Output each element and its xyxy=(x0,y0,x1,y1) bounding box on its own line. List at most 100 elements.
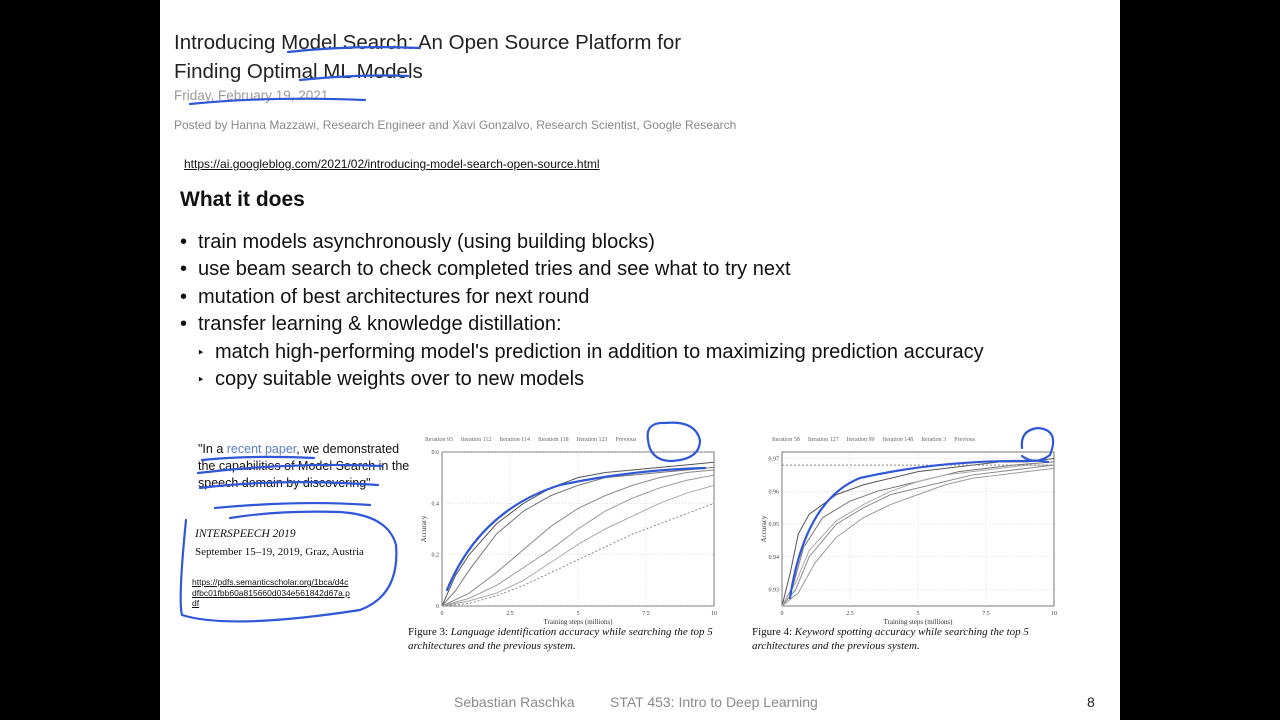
y-axis-label: Accuracy xyxy=(420,515,428,542)
conference-name: INTERSPEECH 2019 xyxy=(195,528,296,540)
figure-4-caption: Figure 4: Keyword spotting accuracy whil… xyxy=(752,625,1072,653)
y-axis-label: Accuracy xyxy=(760,515,768,542)
legend-entry: Iteration 118 xyxy=(538,437,569,443)
pdf-link[interactable]: https://pdfs.semanticscholar.org/1bca/d4… xyxy=(192,577,350,608)
series-line xyxy=(441,474,715,607)
triangle-bullet-icon: ‣ xyxy=(197,372,205,388)
bullet-text: transfer learning & knowledge distillati… xyxy=(198,313,562,336)
bullet-icon: • xyxy=(180,231,188,253)
bullet-text: mutation of best architectures for next … xyxy=(198,285,590,308)
bullet-icon: • xyxy=(180,258,188,281)
series-line xyxy=(441,466,715,607)
figure-3-caption: Figure 3: Language identification accura… xyxy=(408,625,728,653)
figure-4-legend: Iteration 58 Iteration 127 Iteration 99 Ite… xyxy=(772,437,983,443)
y-tick-label: 0.6 xyxy=(432,450,440,456)
x-tick-label: 2.5 xyxy=(506,611,514,617)
sub-bullet-text: copy suitable weights over to new models xyxy=(215,368,585,391)
x-tick-label: 5 xyxy=(917,611,920,617)
y-tick-label: 0.94 xyxy=(769,555,780,561)
x-tick-label: 7.5 xyxy=(642,611,650,617)
series-line xyxy=(781,464,1055,607)
x-tick-label: 10 xyxy=(1051,611,1057,617)
series-line xyxy=(781,461,1055,607)
bullet-text: use beam search to check completed tries… xyxy=(198,258,791,281)
legend-entry: Iteration 93 xyxy=(425,437,453,443)
quote-part: "In a xyxy=(198,442,227,456)
bullet-item: • mutation of best architectures for next… xyxy=(180,284,1120,311)
legend-entry: Iteration 3 xyxy=(921,437,947,443)
posted-by: Posted by Hanna Mazzawi, Research Engine… xyxy=(174,118,737,132)
annotation-curve xyxy=(445,466,707,592)
caption-text: Language identification accuracy while s… xyxy=(408,626,713,652)
annotation-underline xyxy=(298,74,410,82)
y-tick-label: 0.97 xyxy=(769,457,780,463)
y-tick-label: 0 xyxy=(436,604,439,610)
legend-entry: Previous xyxy=(954,437,976,443)
triangle-bullet-icon: ‣ xyxy=(197,344,205,360)
x-tick-label: 0 xyxy=(781,611,784,617)
x-tick-label: 10 xyxy=(711,611,717,617)
y-tick-label: 0.95 xyxy=(769,522,780,528)
caption-text: Keyword spotting accuracy while searchin… xyxy=(752,626,1029,652)
legend-entry: Iteration 112 xyxy=(460,437,492,443)
legend-entry: Iteration 114 xyxy=(499,437,531,443)
series-line xyxy=(441,469,715,607)
series-line xyxy=(781,464,1054,607)
slide: Introducing Model Search: An Open Source… xyxy=(160,0,1120,720)
x-axis-label: Training steps (millions) xyxy=(544,618,614,626)
footer-author: Sebastian Raschka xyxy=(454,694,575,710)
annotation-underline xyxy=(198,481,380,490)
annotation-underline xyxy=(200,455,316,462)
x-axis-label: Training steps (millions) xyxy=(884,618,954,626)
annotation-overlay xyxy=(179,46,1055,623)
annotation-underline xyxy=(188,97,367,106)
legend-entry: Iteration 58 xyxy=(772,437,800,443)
x-tick-label: 2.5 xyxy=(846,611,854,617)
annotation-circle xyxy=(1020,426,1055,462)
conference-dates: September 15–19, 2019, Graz, Austria xyxy=(195,546,364,558)
conference-reference: INTERSPEECH 2019 September 15–19, 2019, … xyxy=(195,528,364,558)
page-number: 8 xyxy=(1087,694,1095,710)
bullet-icon: • xyxy=(180,285,188,308)
bullet-text: train models asynchronously (using build… xyxy=(198,231,655,253)
annotation-underline xyxy=(213,501,372,510)
annotation-underline xyxy=(196,463,384,475)
title-line-1: Introducing Model Search: An Open Source… xyxy=(174,31,682,54)
y-tick-label: 0.2 xyxy=(432,553,440,559)
y-tick-label: 0.93 xyxy=(769,588,780,594)
series-line xyxy=(441,461,715,607)
series-line xyxy=(781,467,1055,607)
sub-bullet-item: ‣ match high-performing model's predictio… xyxy=(180,339,1120,366)
section-heading: What it does xyxy=(180,188,305,211)
figure-3-chart: 0 2.5 5 7.5 10 0 0.2 0.4 0.6 Training steps (mill… xyxy=(420,450,717,626)
bullet-item: • transfer learning & knowledge distillat… xyxy=(180,311,1120,338)
y-tick-label: 0.4 xyxy=(432,501,440,507)
sub-bullet-item: ‣ copy suitable weights over to new model… xyxy=(180,366,1120,393)
x-tick-label: 7.5 xyxy=(982,611,990,617)
annotation-curve xyxy=(788,459,1050,600)
bullet-item: • use beam search to check completed trie… xyxy=(180,256,1120,283)
caption-label: Figure 3: xyxy=(408,626,449,638)
recent-paper-link[interactable]: recent paper xyxy=(226,442,297,456)
legend-entry: Iteration 148 xyxy=(882,437,914,443)
series-line xyxy=(441,484,715,607)
legend-entry: Previous xyxy=(615,437,637,443)
annotation-underline xyxy=(286,46,422,54)
footer-course: STAT 453: Intro to Deep Learning xyxy=(610,694,818,710)
sub-bullet-text: match high-performing model's prediction… xyxy=(215,340,984,363)
series-line xyxy=(441,502,715,607)
bullet-icon: • xyxy=(180,313,188,336)
page-title: Introducing Model Search: An Open Source… xyxy=(174,28,774,86)
source-link[interactable]: https://ai.googleblog.com/2021/02/introd… xyxy=(184,157,600,171)
annotation-circle xyxy=(179,510,398,623)
annotation-circle xyxy=(646,421,702,463)
x-tick-label: 5 xyxy=(577,611,580,617)
figure-3-legend: Iteration 93 Iteration 112 Iteration 114 It… xyxy=(425,437,644,443)
legend-entry: Iteration 127 xyxy=(807,437,839,443)
x-tick-label: 0 xyxy=(441,611,444,617)
title-line-2: Finding Optimal ML Models xyxy=(174,60,423,83)
caption-label: Figure 4: xyxy=(752,626,793,638)
bullet-item: • train models asynchronously (using buil… xyxy=(180,229,1120,256)
bullet-list: • train models asynchronously (using buil… xyxy=(180,229,1120,393)
legend-entry: Iteration 123 xyxy=(576,437,608,443)
